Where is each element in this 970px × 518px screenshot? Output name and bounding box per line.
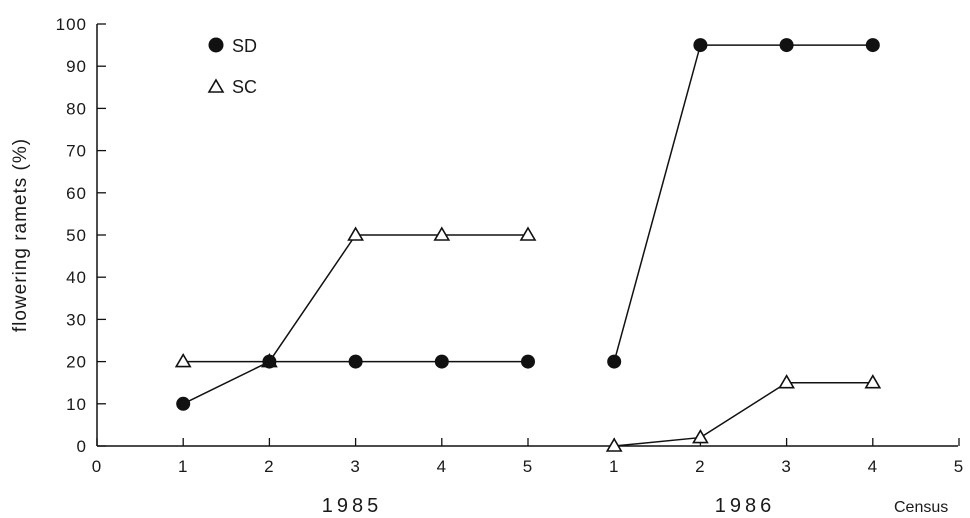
x-tick-label: 3 (781, 457, 791, 476)
y-ticks: 0 10 20 30 40 50 60 70 80 90 100 (56, 15, 106, 456)
data-point-sc (864, 374, 882, 389)
data-point-sd (262, 354, 277, 369)
legend-sd-label: SD (232, 36, 257, 56)
legend-sc-marker (207, 78, 225, 93)
y-tick-label: 30 (66, 310, 87, 329)
series-line-sc (614, 381, 873, 447)
data-point-sc (778, 374, 795, 389)
y-tick-label: 100 (56, 15, 87, 34)
y-axis-title: flowering ramets (%) (10, 138, 31, 332)
series-markers (174, 38, 882, 452)
data-point-sc (347, 226, 364, 241)
series-lines (182, 44, 873, 447)
x-tick-label: 1 (609, 457, 619, 476)
x-tick-label: 1 (178, 457, 188, 476)
data-point-sd (607, 354, 622, 369)
data-point-sd (348, 354, 363, 369)
data-point-sd (779, 38, 794, 53)
y-tick-label: 40 (66, 268, 87, 287)
legend: SD SC (207, 36, 257, 97)
data-point-sc (433, 226, 451, 241)
x-tick-label: 2 (695, 457, 705, 476)
data-point-sc (605, 437, 623, 452)
data-point-sc (174, 353, 192, 368)
x-tick-label: 5 (954, 457, 964, 476)
x-axis-title: Census (894, 499, 948, 516)
x-tick-label: 3 (350, 457, 360, 476)
y-tick-label: 0 (77, 437, 87, 456)
group-label-1986: 1986 (715, 495, 776, 517)
data-point-sd (176, 396, 191, 411)
y-tick-label: 20 (66, 353, 87, 372)
x-tick-label: 0 (92, 457, 102, 476)
data-point-sd (434, 354, 449, 369)
y-tick-label: 80 (66, 99, 87, 118)
x-tick-label: 4 (437, 457, 447, 476)
y-tick-label: 60 (66, 184, 87, 203)
y-tick-label: 70 (66, 142, 87, 161)
group-label-1985: 1985 (322, 495, 383, 517)
y-tick-label: 10 (66, 395, 87, 414)
series-line-sd (613, 44, 873, 362)
legend-sd-marker (208, 37, 224, 53)
legend-sc-label: SC (232, 77, 257, 97)
series-line-sc (183, 234, 528, 363)
x-tick-label: 4 (868, 457, 878, 476)
x-ticks: 0 1 2 3 4 5 1 2 3 4 5 (92, 438, 964, 476)
data-point-sc (519, 226, 537, 241)
data-point-sd (693, 38, 708, 53)
y-tick-label: 90 (66, 57, 87, 76)
y-tick-label: 50 (66, 226, 87, 245)
x-tick-label: 2 (264, 457, 274, 476)
data-point-sc (692, 428, 709, 444)
data-point-sd (865, 38, 880, 53)
data-point-sd (521, 354, 535, 369)
x-tick-label: 5 (523, 457, 533, 476)
